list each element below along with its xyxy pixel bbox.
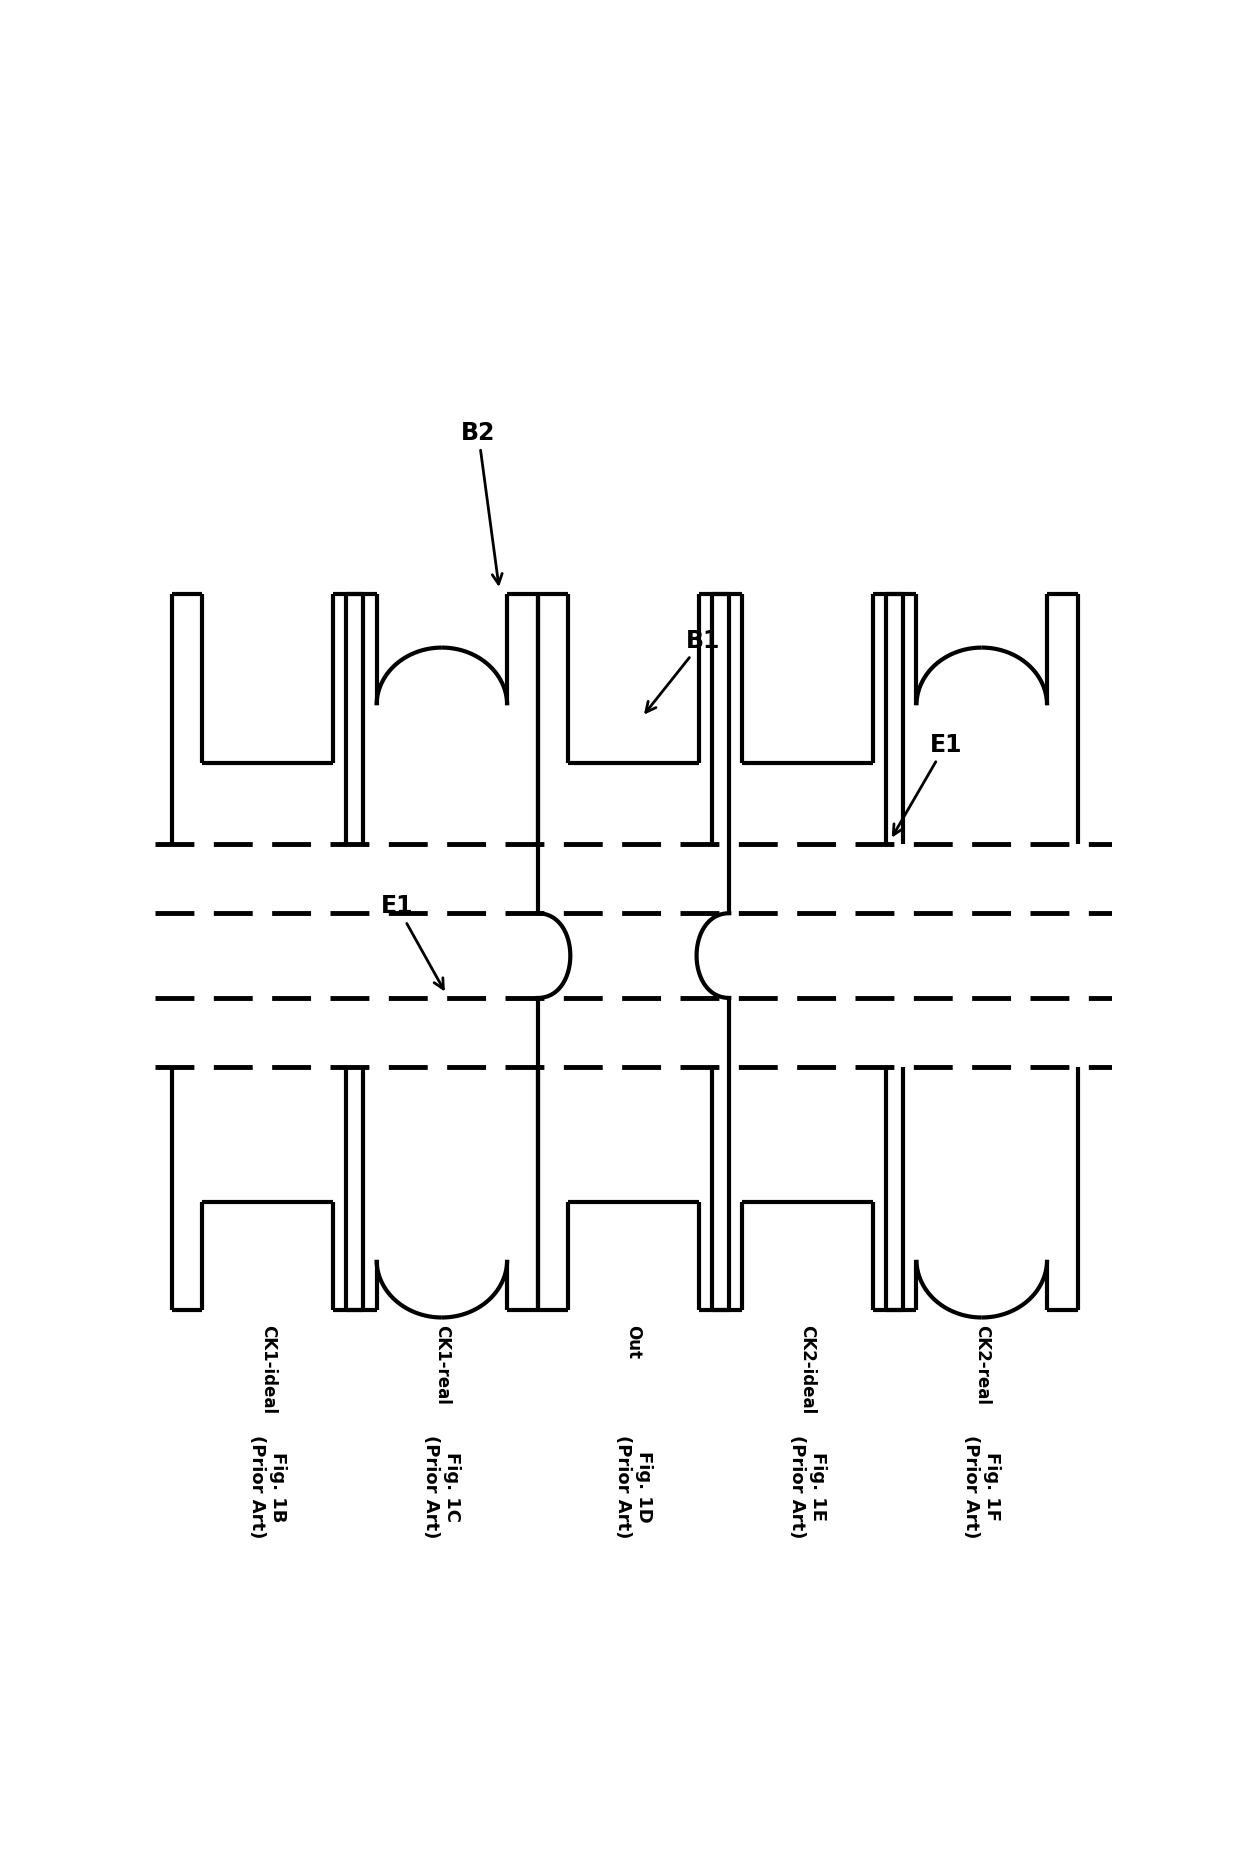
- Text: CK2-ideal: CK2-ideal: [798, 1325, 817, 1414]
- Text: E1: E1: [381, 895, 444, 988]
- Text: B1: B1: [646, 629, 721, 713]
- Text: Fig. 1F
(Prior Art): Fig. 1F (Prior Art): [963, 1435, 1001, 1539]
- Text: CK1-ideal: CK1-ideal: [258, 1325, 277, 1414]
- Text: Fig. 1B
(Prior Art): Fig. 1B (Prior Art): [248, 1435, 287, 1539]
- Text: Fig. 1C
(Prior Art): Fig. 1C (Prior Art): [423, 1435, 461, 1539]
- Text: B2: B2: [461, 421, 502, 584]
- Text: CK1-real: CK1-real: [433, 1325, 451, 1405]
- Text: Fig. 1E
(Prior Art): Fig. 1E (Prior Art): [789, 1435, 827, 1539]
- Text: CK2-real: CK2-real: [973, 1325, 991, 1405]
- Text: E1: E1: [894, 733, 962, 836]
- Text: Fig. 1D
(Prior Art): Fig. 1D (Prior Art): [614, 1435, 653, 1539]
- Text: Out: Out: [624, 1325, 643, 1359]
